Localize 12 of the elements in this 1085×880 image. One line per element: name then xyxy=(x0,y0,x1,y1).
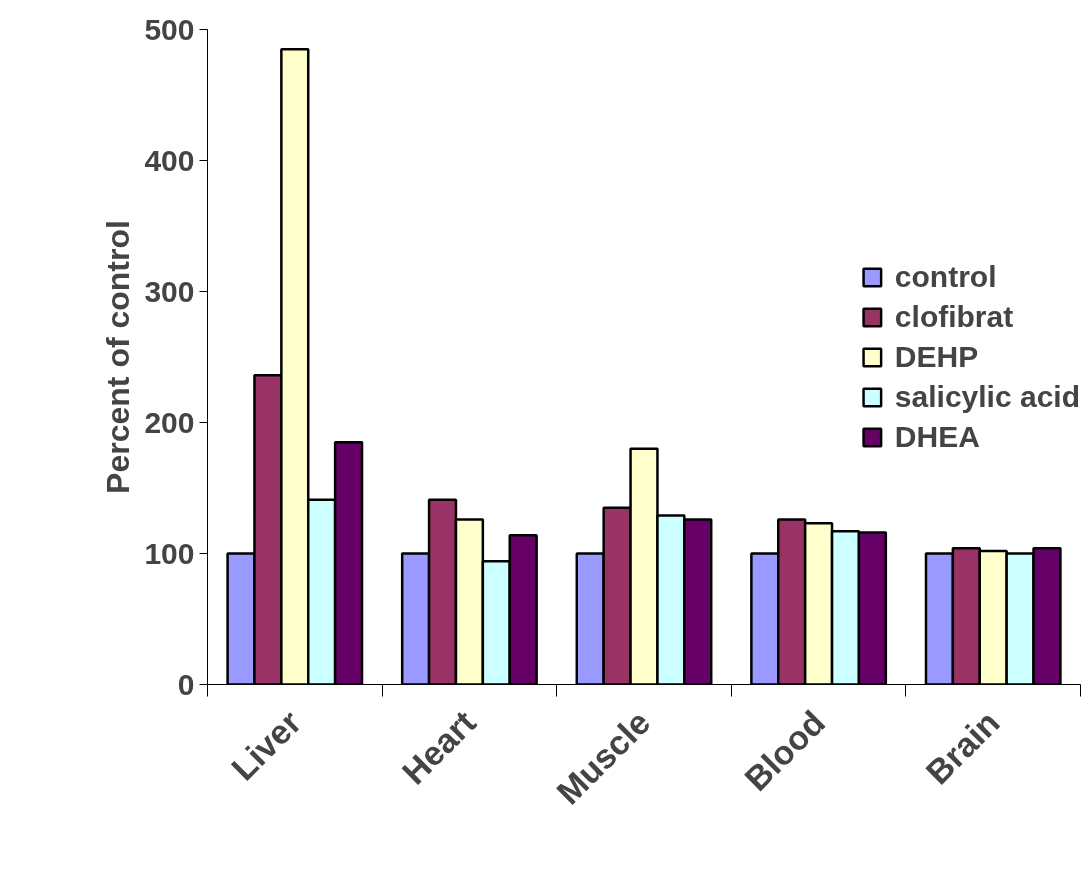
y-tick-label: 300 xyxy=(144,274,195,308)
legend-label: DHEA xyxy=(894,419,980,454)
y-tick-label: 500 xyxy=(144,12,195,46)
y-tick-label: 100 xyxy=(144,536,195,570)
y-tick-label: 200 xyxy=(144,405,195,439)
legend-label: DEHP xyxy=(894,339,979,374)
y-axis-title: Percent of control xyxy=(100,220,137,494)
legend-label: salicylic acid xyxy=(894,379,1080,414)
y-tick-label: 400 xyxy=(144,143,195,177)
y-tick-label: 0 xyxy=(177,667,195,701)
legend-label: clofibrat xyxy=(894,299,1014,334)
legend-label: control xyxy=(894,259,997,294)
